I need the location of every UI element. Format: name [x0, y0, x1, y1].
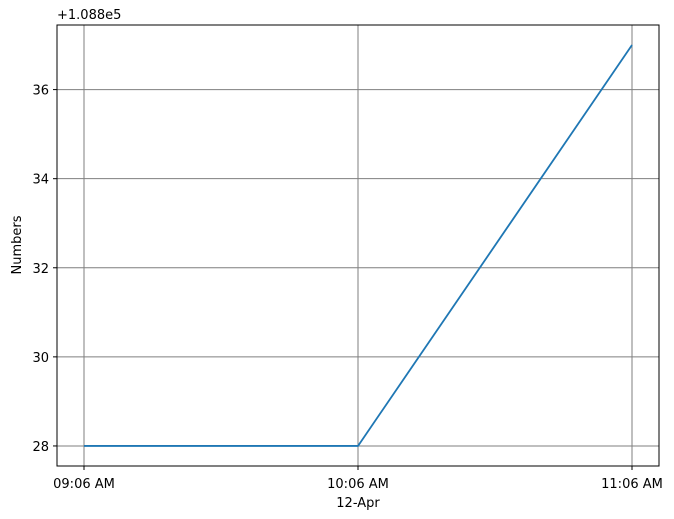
y-axis-label: Numbers: [10, 215, 25, 274]
y-axis: 28 30 32 34 36: [32, 84, 57, 455]
x-tick-label: 10:06 AM: [327, 477, 389, 492]
x-axis: 09:06 AM 10:06 AM 11:06 AM: [53, 466, 663, 492]
series-line: [84, 44, 633, 447]
series-lines: [84, 44, 633, 447]
y-offset-label: +1.088e5: [57, 8, 121, 23]
y-tick-label: 30: [32, 351, 49, 366]
x-tick-label: 11:06 AM: [601, 477, 663, 492]
y-tick-label: 28: [32, 440, 49, 455]
x-axis-label: 12-Apr: [336, 496, 380, 511]
y-tick-label: 32: [32, 262, 49, 277]
x-tick-label: 09:06 AM: [53, 477, 115, 492]
y-tick-label: 36: [32, 84, 49, 99]
y-tick-label: 34: [32, 173, 49, 188]
grid-lines: [57, 25, 659, 466]
